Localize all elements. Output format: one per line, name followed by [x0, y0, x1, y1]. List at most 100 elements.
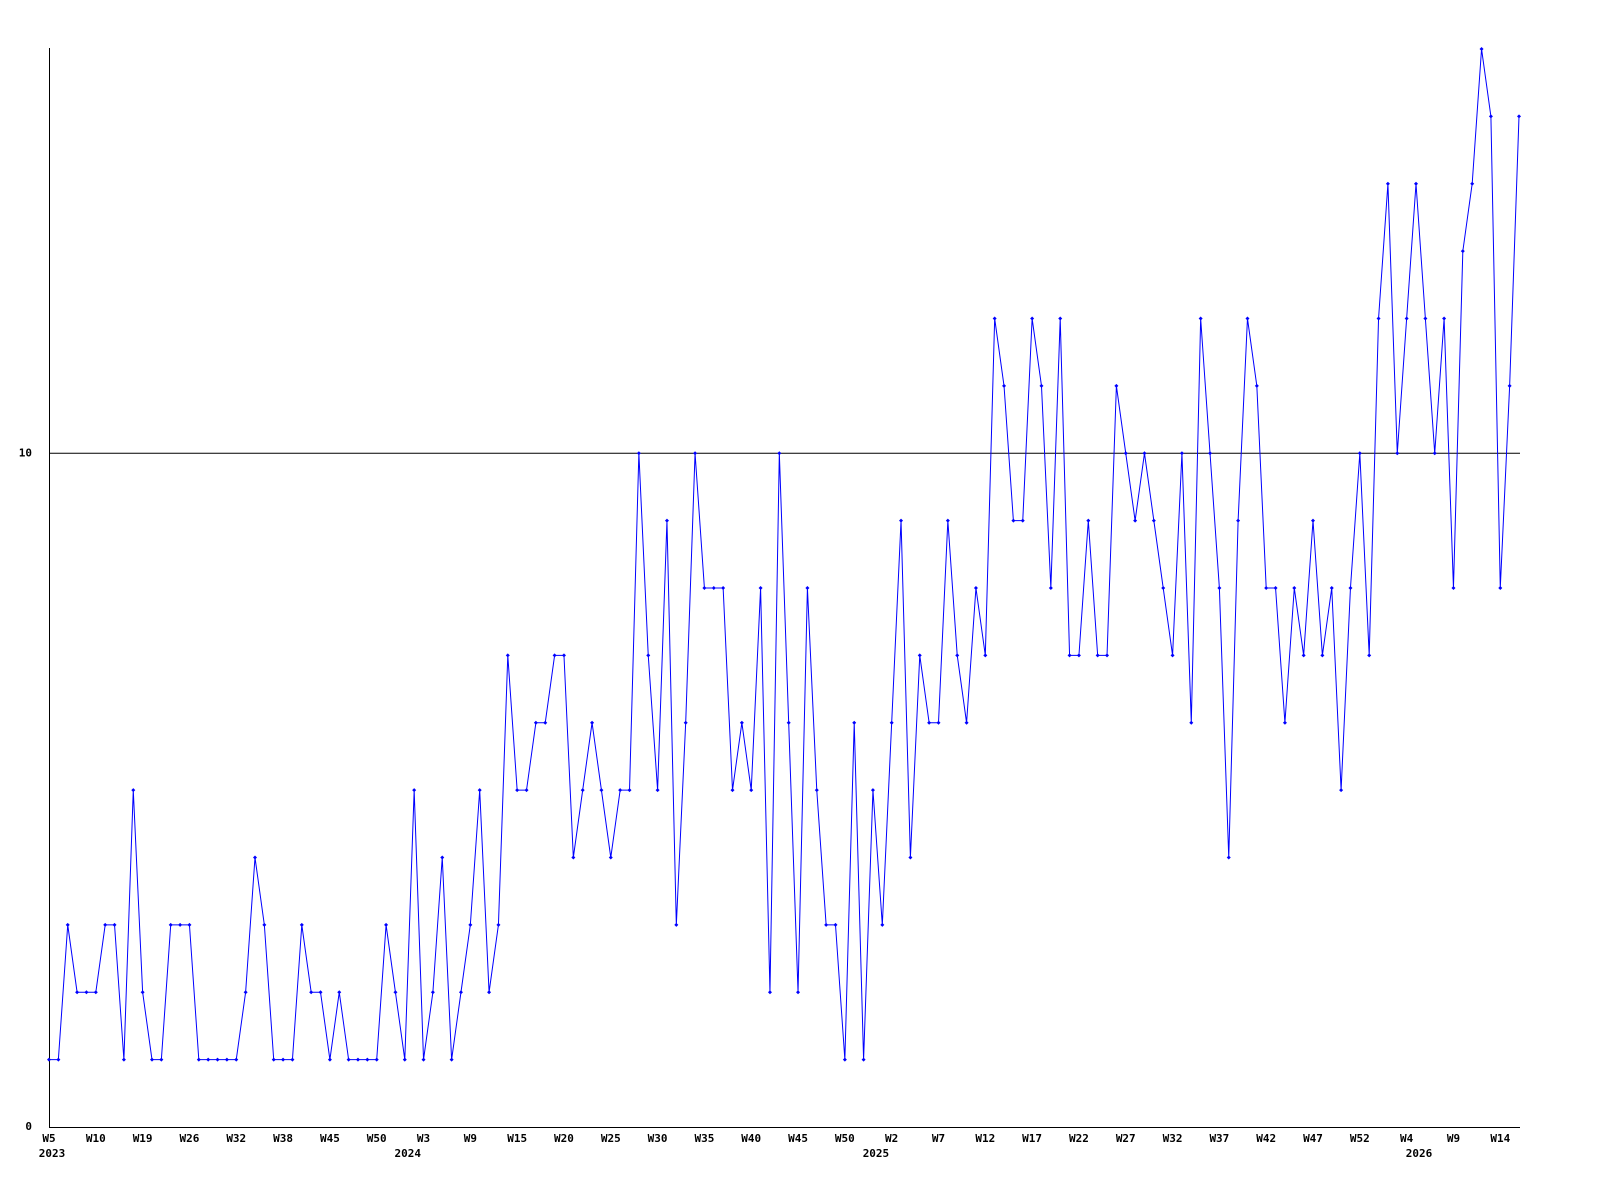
point	[1273, 586, 1278, 590]
point	[1002, 383, 1007, 388]
point	[964, 720, 969, 725]
point	[1470, 181, 1475, 186]
point	[299, 922, 304, 927]
point	[47, 1057, 51, 1062]
x-tick-label: W38	[273, 1132, 293, 1145]
point	[1114, 383, 1119, 388]
x-tick-label: W52	[1350, 1132, 1370, 1145]
point	[618, 788, 623, 793]
point	[1067, 653, 1072, 658]
point	[121, 1057, 126, 1062]
x-tick-label: W17	[1022, 1132, 1042, 1145]
point	[1385, 181, 1390, 186]
point	[983, 653, 988, 658]
x-tick-label: W19	[133, 1132, 153, 1145]
point	[1339, 788, 1344, 793]
x-tick-label: W14	[1490, 1132, 1510, 1145]
x-tick-label: W7	[932, 1132, 945, 1145]
x-tick-label: W45	[320, 1132, 340, 1145]
point	[112, 922, 117, 927]
point	[84, 990, 89, 995]
x-tick-label: W27	[1116, 1132, 1136, 1145]
point	[1217, 586, 1222, 590]
point	[880, 922, 885, 927]
point	[533, 720, 538, 725]
point	[580, 788, 585, 793]
point	[421, 1057, 426, 1062]
point	[1123, 451, 1128, 456]
x-tick-label: W30	[648, 1132, 668, 1145]
point	[1498, 586, 1503, 590]
point	[477, 788, 482, 793]
point	[140, 990, 145, 995]
point	[1236, 518, 1241, 523]
point	[309, 990, 314, 995]
line	[49, 48, 1520, 1061]
point	[1479, 47, 1484, 51]
x-tick-label: W2	[885, 1132, 898, 1145]
point	[1460, 249, 1465, 254]
x-year-label: 2026	[1406, 1147, 1433, 1160]
point	[973, 586, 978, 590]
point	[1292, 586, 1297, 590]
point	[93, 990, 98, 995]
point	[889, 720, 894, 725]
point	[1348, 586, 1353, 590]
point	[945, 518, 950, 523]
x-tick-label: W9	[1447, 1132, 1460, 1145]
point	[1442, 316, 1447, 321]
point	[749, 788, 754, 793]
point	[777, 451, 782, 456]
y-tick-label: 10	[19, 446, 32, 459]
x-tick-label: W3	[417, 1132, 430, 1145]
point	[1488, 114, 1493, 119]
point	[1142, 451, 1147, 456]
point	[206, 1057, 211, 1062]
point	[346, 1057, 351, 1062]
point	[56, 1057, 61, 1062]
point	[1198, 316, 1203, 321]
point	[505, 653, 510, 658]
point	[1320, 653, 1325, 658]
point	[468, 922, 473, 927]
point	[908, 855, 913, 860]
point	[590, 720, 595, 725]
point	[215, 1057, 220, 1062]
point	[683, 720, 688, 725]
point	[936, 720, 941, 725]
point	[674, 922, 679, 927]
point	[608, 855, 613, 860]
point	[365, 1057, 370, 1062]
point	[786, 720, 791, 725]
x-tick-label: W4	[1400, 1132, 1414, 1145]
point	[824, 922, 829, 927]
point	[243, 990, 248, 995]
point	[1517, 114, 1521, 119]
point	[758, 586, 763, 590]
point	[1095, 653, 1100, 658]
point	[224, 1057, 229, 1062]
point	[75, 990, 80, 995]
point	[899, 518, 904, 523]
point	[1161, 586, 1166, 590]
x-year-label: 2023	[39, 1147, 66, 1160]
point	[374, 1057, 379, 1062]
x-tick-label: W25	[601, 1132, 621, 1145]
point	[861, 1057, 866, 1062]
x-tick-label: W37	[1209, 1132, 1229, 1145]
x-tick-label: W26	[180, 1132, 200, 1145]
point	[458, 990, 463, 995]
point	[693, 451, 698, 456]
point	[599, 788, 604, 793]
x-tick-label: W32	[226, 1132, 246, 1145]
x-tick-label: W15	[507, 1132, 527, 1145]
point	[1076, 653, 1081, 658]
point	[955, 653, 960, 658]
point	[168, 922, 173, 927]
point	[814, 788, 819, 793]
point	[524, 788, 529, 793]
x-tick-label: W32	[1163, 1132, 1183, 1145]
point	[1170, 653, 1175, 658]
point	[149, 1057, 154, 1062]
